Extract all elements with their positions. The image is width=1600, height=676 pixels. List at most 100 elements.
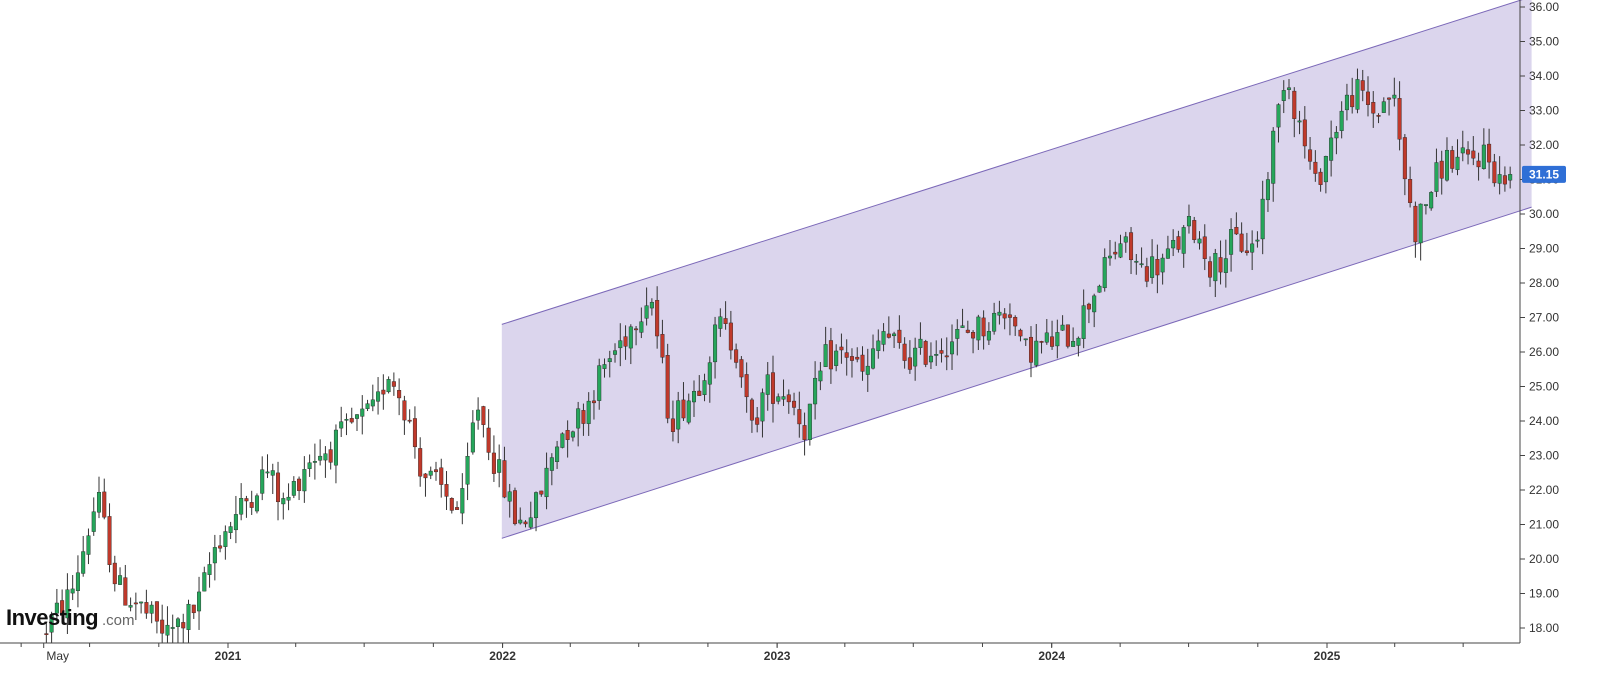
candle bbox=[197, 576, 202, 630]
candle bbox=[465, 442, 470, 501]
candle-body bbox=[586, 400, 591, 424]
candle-body bbox=[1081, 305, 1086, 339]
candle-body bbox=[634, 328, 639, 331]
candle-body bbox=[649, 301, 654, 309]
candle-body bbox=[1418, 203, 1423, 244]
candle-body bbox=[1350, 95, 1355, 108]
candle-body bbox=[576, 408, 581, 429]
y-tick-label: 36.00 bbox=[1529, 0, 1559, 14]
candle-body bbox=[1134, 260, 1139, 263]
y-tick-label: 32.00 bbox=[1529, 138, 1559, 152]
candle bbox=[1255, 231, 1260, 248]
candle bbox=[965, 320, 970, 334]
candle bbox=[191, 604, 196, 619]
candle-body bbox=[749, 399, 754, 421]
candle-body bbox=[370, 399, 375, 407]
candle bbox=[1044, 319, 1049, 345]
candle-body bbox=[60, 600, 65, 616]
candle bbox=[460, 473, 465, 525]
candle-body bbox=[955, 329, 960, 339]
candle bbox=[1186, 204, 1191, 234]
candle-body bbox=[1302, 119, 1307, 147]
candle-body bbox=[1329, 137, 1334, 161]
candle bbox=[992, 302, 997, 335]
candle-body bbox=[1065, 324, 1070, 347]
candle bbox=[507, 483, 512, 518]
candle bbox=[886, 316, 891, 339]
candle-body bbox=[1039, 341, 1044, 343]
candle bbox=[1302, 106, 1307, 159]
candle-body bbox=[960, 325, 965, 328]
candle bbox=[718, 308, 723, 337]
candle bbox=[312, 443, 317, 480]
candle-body bbox=[1160, 257, 1165, 273]
candle-body bbox=[618, 340, 623, 349]
candle-body bbox=[1092, 295, 1097, 313]
candle bbox=[1150, 239, 1155, 284]
candle-body bbox=[760, 392, 765, 422]
candle-body bbox=[786, 394, 791, 403]
candle bbox=[586, 392, 591, 436]
candle-body bbox=[507, 491, 512, 502]
candle bbox=[913, 337, 918, 381]
candle bbox=[1107, 239, 1112, 266]
candle-body bbox=[1455, 156, 1460, 170]
candle bbox=[1050, 320, 1055, 350]
candle bbox=[755, 406, 760, 433]
candle bbox=[1097, 284, 1102, 293]
candle bbox=[749, 397, 754, 433]
candle-body bbox=[49, 614, 54, 633]
candle-body bbox=[449, 498, 454, 511]
candle-body bbox=[1113, 251, 1118, 255]
candle bbox=[376, 377, 381, 415]
candle bbox=[618, 323, 623, 367]
candle-body bbox=[349, 418, 354, 423]
candle-body bbox=[1028, 336, 1033, 363]
candle-body bbox=[1318, 171, 1323, 185]
candle-body bbox=[639, 321, 644, 333]
candle bbox=[1481, 128, 1486, 170]
candle bbox=[1413, 201, 1418, 258]
candle-body bbox=[218, 545, 223, 549]
candle bbox=[697, 375, 702, 396]
candle-body bbox=[276, 472, 281, 503]
candle bbox=[539, 490, 544, 497]
candle-body bbox=[1508, 174, 1513, 181]
candle-body bbox=[560, 433, 565, 448]
candle bbox=[797, 391, 802, 438]
candle bbox=[318, 439, 323, 466]
candle-body bbox=[1144, 266, 1149, 282]
candle bbox=[613, 343, 618, 363]
candle-body bbox=[807, 403, 812, 440]
candle-body bbox=[828, 340, 833, 370]
candle-body bbox=[470, 422, 475, 453]
candle-body bbox=[1334, 131, 1339, 139]
candle-body bbox=[228, 526, 233, 533]
candle bbox=[807, 403, 812, 446]
candle-body bbox=[692, 391, 697, 403]
candle bbox=[639, 307, 644, 339]
candle bbox=[1234, 212, 1239, 235]
candle-body bbox=[739, 359, 744, 378]
candle bbox=[1329, 120, 1334, 177]
candle-body bbox=[939, 350, 944, 354]
y-tick-label: 23.00 bbox=[1529, 449, 1559, 463]
candle bbox=[428, 466, 433, 480]
candle bbox=[44, 621, 49, 643]
candle-body bbox=[112, 562, 117, 585]
candle-body bbox=[1234, 227, 1239, 235]
candle bbox=[1387, 97, 1392, 116]
candle-body bbox=[1139, 263, 1144, 266]
candle-body bbox=[54, 602, 59, 614]
candle-body bbox=[1239, 233, 1244, 252]
candle-body bbox=[1434, 162, 1439, 192]
candle bbox=[339, 406, 344, 437]
candle-body bbox=[244, 498, 249, 502]
candle bbox=[370, 384, 375, 412]
candle-body bbox=[102, 491, 107, 518]
candle-body bbox=[1223, 258, 1228, 273]
candle-body bbox=[1076, 337, 1081, 346]
candle-body bbox=[918, 338, 923, 348]
candle-body bbox=[923, 341, 928, 365]
candle-body bbox=[1360, 80, 1365, 91]
